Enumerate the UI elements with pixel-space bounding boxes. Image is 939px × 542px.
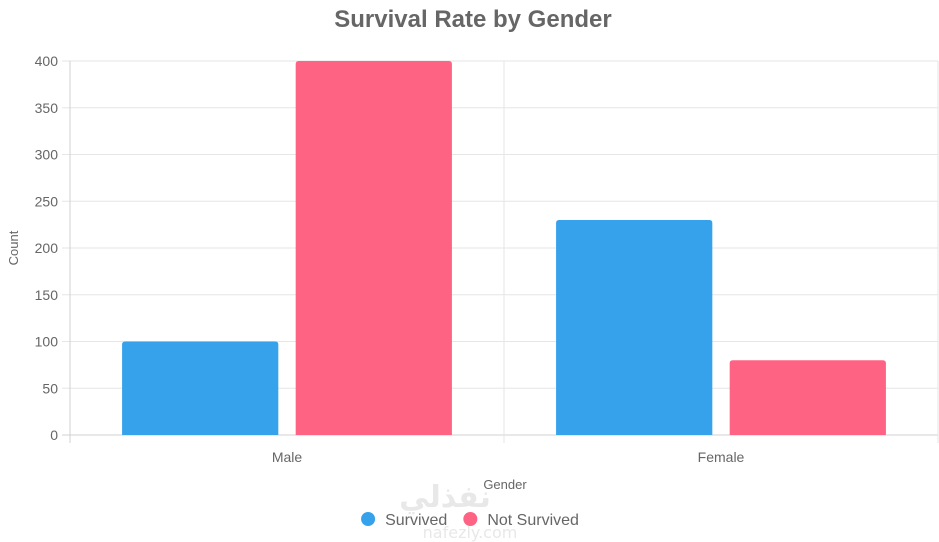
y-tick-label: 100 — [35, 334, 59, 350]
y-tick-labels: 0 50 100 150 200 250 300 350 400 — [35, 53, 59, 443]
bars[interactable] — [122, 61, 886, 435]
legend: Survived Not Survived — [361, 512, 579, 529]
x-axis-title: Gender — [483, 477, 527, 492]
y-tick-label: 150 — [35, 287, 59, 303]
y-tick-label: 400 — [35, 53, 59, 69]
x-tick-labels: Male Female — [272, 449, 745, 465]
y-tick-label: 200 — [35, 240, 59, 256]
y-tick-label: 350 — [35, 100, 59, 116]
watermark-logo: نفذلي nafezly.com — [399, 480, 517, 542]
legend-label-not-survived[interactable]: Not Survived — [487, 512, 579, 529]
x-tick-label: Male — [272, 449, 303, 465]
y-tick-label: 0 — [50, 427, 58, 443]
legend-label-survived[interactable]: Survived — [385, 512, 447, 529]
bar-survived-female[interactable] — [556, 219, 713, 435]
x-tick-label: Female — [698, 449, 745, 465]
watermark-site-text: nafezly.com — [423, 523, 518, 542]
legend-marker-survived — [361, 512, 376, 526]
y-axis-title: Count — [6, 230, 21, 265]
watermark-logo-text: نفذلي — [399, 480, 491, 515]
bar-survived-male[interactable] — [122, 341, 279, 436]
y-tick-label: 50 — [42, 380, 58, 396]
legend-marker-not-survived — [463, 512, 478, 526]
bar-not-survived-female[interactable] — [729, 360, 886, 435]
bar-not-survived-male[interactable] — [295, 61, 452, 435]
y-tick-label: 300 — [35, 147, 59, 163]
chart-title: Survival Rate by Gender — [334, 6, 611, 33]
y-tick-label: 250 — [35, 193, 59, 209]
